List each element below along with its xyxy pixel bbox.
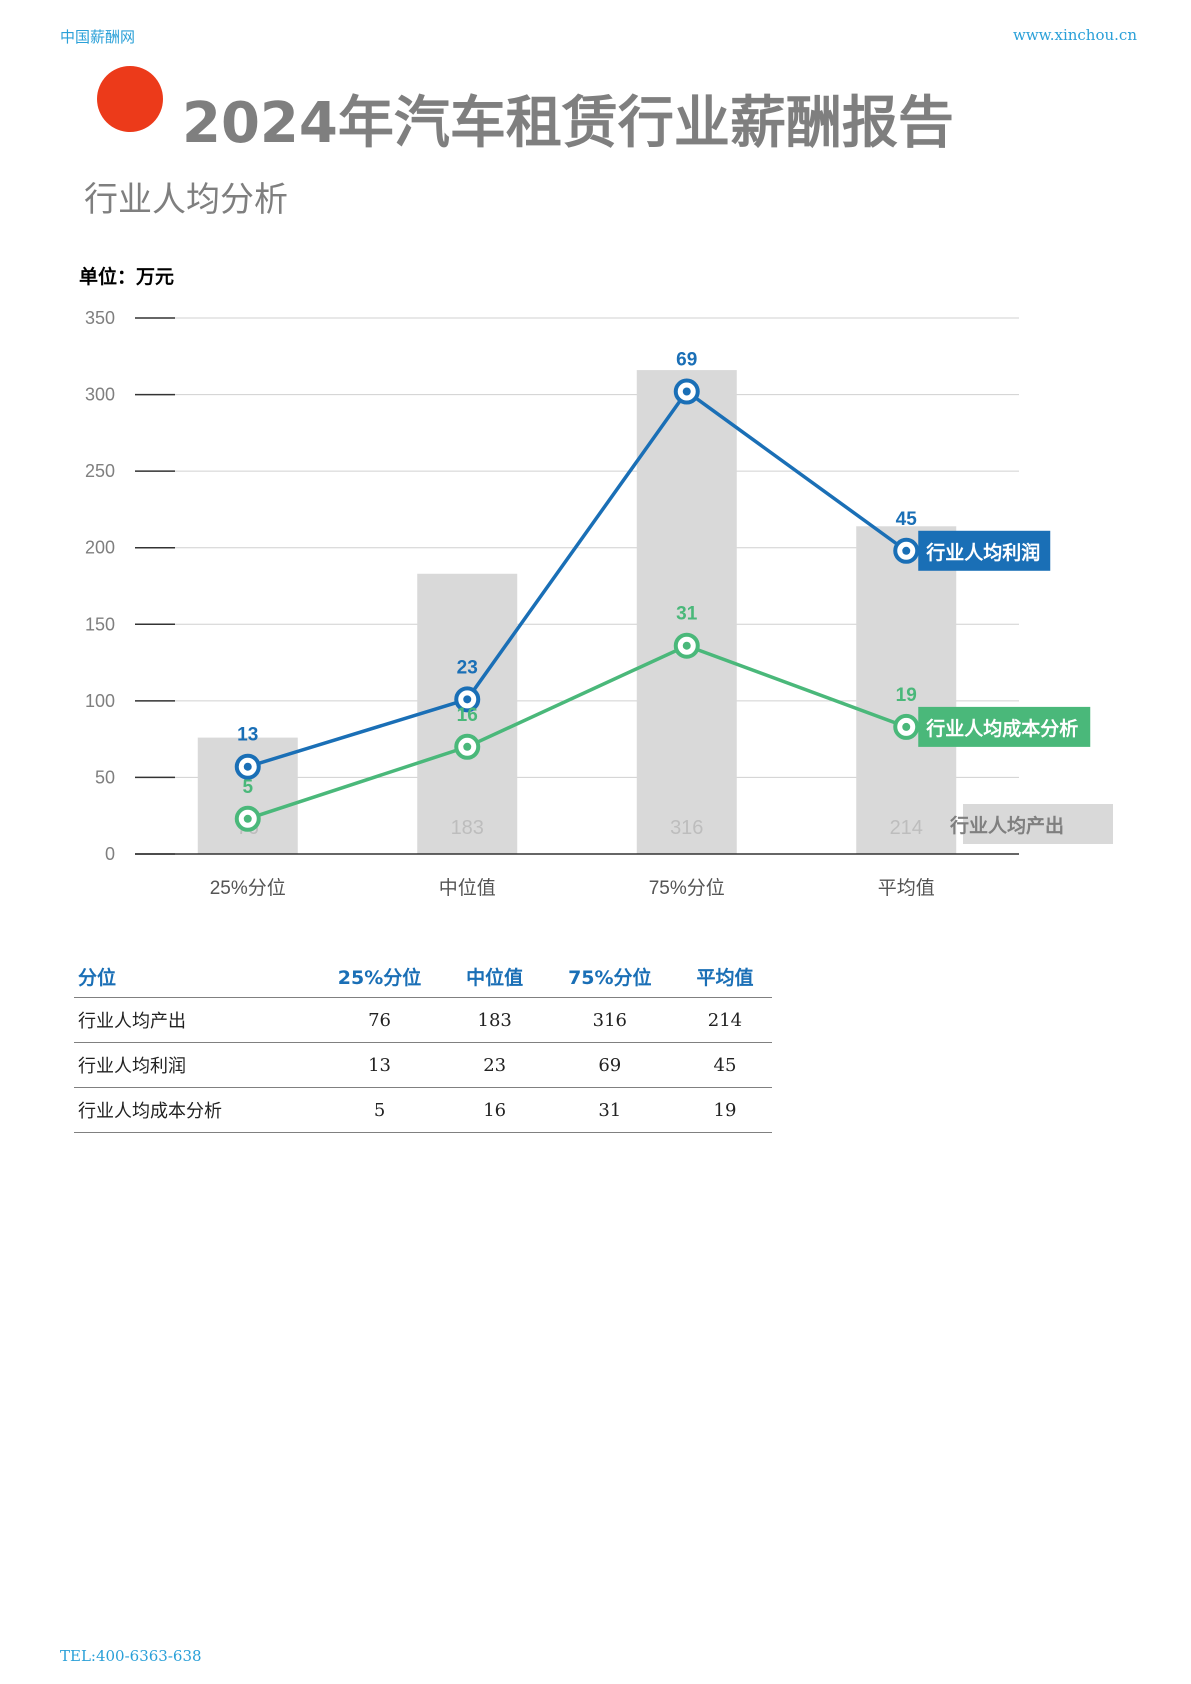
data-label: 5 <box>242 777 253 798</box>
title-accent-dot <box>97 66 163 132</box>
table-header-cell: 75%分位 <box>541 955 678 998</box>
site-name: 中国薪酬网 <box>60 28 136 46</box>
series-point-center <box>463 695 472 704</box>
footer-phone: TEL:400-6363-638 <box>60 1647 202 1665</box>
series-point-center <box>682 641 691 650</box>
series-point-center <box>463 742 472 751</box>
table-row: 行业人均产出 76 183 316 214 <box>74 997 772 1043</box>
y-tick-label: 100 <box>85 691 115 711</box>
data-label: 45 <box>896 509 918 530</box>
series-point-center <box>902 546 911 555</box>
legend-swatch <box>918 530 1051 571</box>
series-line <box>247 389 908 769</box>
bar <box>636 370 737 854</box>
section-title: 行业人均分析 <box>84 180 288 220</box>
bar <box>856 526 957 854</box>
legend-bar-swatch <box>963 804 1113 844</box>
legend-swatch <box>918 706 1091 747</box>
series-point-center <box>243 814 252 823</box>
table-cell: 316 <box>541 997 678 1043</box>
y-tick-label: 150 <box>85 614 115 634</box>
series-point-center <box>682 387 691 396</box>
table-cell: 5 <box>311 1087 448 1133</box>
x-tick-label: 中位值 <box>439 877 496 899</box>
legend-label: 行业人均利润 <box>925 541 1040 564</box>
table-header-row: 分位 25%分位 中位值 75%分位 平均值 <box>74 955 772 998</box>
bar <box>417 573 518 854</box>
table-cell: 69 <box>541 1042 678 1088</box>
table-cell: 76 <box>311 997 448 1043</box>
data-label: 19 <box>896 685 917 706</box>
x-tick-label: 25%分位 <box>210 877 286 899</box>
table-header-cell: 分位 <box>74 955 312 998</box>
data-label: 16 <box>457 705 478 726</box>
table-row: 行业人均成本分析 5 16 31 19 <box>74 1087 772 1133</box>
bar-value-label: 316 <box>670 817 703 839</box>
industry-per-capita-chart: 0501001502002503003507618331621425%分位中位值… <box>85 308 1113 899</box>
legend-label: 行业人均成本分析 <box>925 717 1078 740</box>
bar-value-label: 214 <box>890 817 923 839</box>
data-label: 23 <box>457 657 478 678</box>
table-header-cell: 平均值 <box>677 955 772 998</box>
y-tick-label: 200 <box>85 538 115 558</box>
table-header-cell: 中位值 <box>447 955 542 998</box>
series-point-center <box>243 762 252 771</box>
table-cell: 19 <box>677 1087 772 1133</box>
row-label: 行业人均利润 <box>74 1042 312 1088</box>
unit-label: 单位：万元 <box>79 266 175 288</box>
table-cell: 13 <box>311 1042 448 1088</box>
table-row: 行业人均利润 13 23 69 45 <box>74 1042 772 1088</box>
table-cell: 183 <box>447 997 542 1043</box>
x-tick-label: 75%分位 <box>649 877 725 899</box>
data-label: 31 <box>676 604 698 625</box>
series-point-center <box>902 722 911 731</box>
y-tick-label: 300 <box>85 385 115 405</box>
data-label: 69 <box>676 350 697 371</box>
series-line <box>247 643 907 821</box>
legend-bar-label: 行业人均产出 <box>949 814 1064 837</box>
row-label: 行业人均产出 <box>74 997 312 1043</box>
data-label: 13 <box>237 725 258 746</box>
table-cell: 214 <box>677 997 772 1043</box>
table-cell: 45 <box>677 1042 772 1088</box>
site-url[interactable]: www.xinchou.cn <box>1012 26 1137 44</box>
y-tick-label: 0 <box>105 844 115 864</box>
row-label: 行业人均成本分析 <box>74 1087 312 1133</box>
table-header-cell: 25%分位 <box>311 955 448 998</box>
x-tick-label: 平均值 <box>878 877 935 899</box>
y-tick-label: 50 <box>95 767 115 787</box>
table-cell: 23 <box>447 1042 542 1088</box>
report-title: 2024年汽车租赁行业薪酬报告 <box>182 91 954 156</box>
y-tick-label: 250 <box>85 461 115 481</box>
data-table: 分位 25%分位 中位值 75%分位 平均值 行业人均产出 76 183 316… <box>74 955 772 1133</box>
y-tick-label: 350 <box>85 308 115 328</box>
table-cell: 16 <box>447 1087 542 1133</box>
table-cell: 31 <box>541 1087 678 1133</box>
bar-value-label: 183 <box>451 817 484 839</box>
